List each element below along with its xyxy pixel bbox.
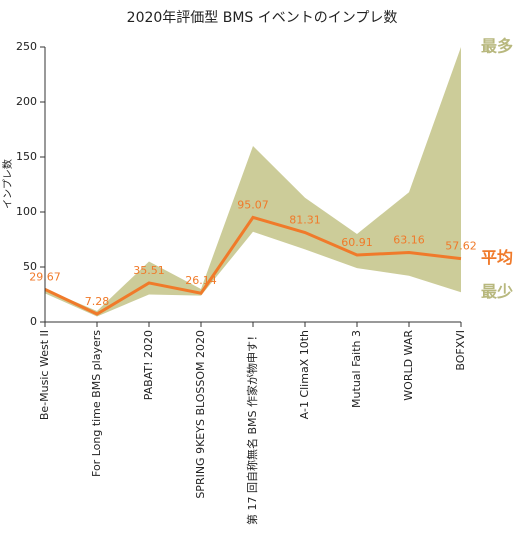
y-tick-label: 50	[23, 260, 37, 273]
y-tick-label: 0	[30, 315, 37, 328]
x-tick-label: For Long time BMS players	[90, 330, 103, 477]
x-tick-label: BOFXVI	[454, 330, 467, 371]
value-label: 81.31	[289, 214, 321, 227]
chart-title: 2020年評価型 BMS イベントのインプレ数	[127, 10, 398, 26]
x-tick-label: SPRING 9KEYS BLOSSOM 2020	[194, 330, 207, 499]
x-tick-label: A-1 ClimaX 10th	[298, 330, 311, 419]
x-tick-label: Mutual Faith 3	[350, 330, 363, 408]
series-label: 最多	[481, 37, 513, 56]
y-tick-label: 250	[16, 40, 37, 53]
x-tick-label: PABAT! 2020	[142, 330, 155, 400]
value-label: 26.14	[185, 274, 217, 287]
y-tick-label: 200	[16, 95, 37, 108]
y-tick-label: 100	[16, 205, 37, 218]
value-label: 95.07	[237, 198, 269, 211]
y-tick-label: 150	[16, 150, 37, 163]
y-axis-label: インプレ数	[1, 159, 14, 209]
series-label: 平均	[481, 248, 513, 267]
x-tick-label: Be-Music West II	[38, 330, 51, 420]
x-tick-label: WORLD WAR	[402, 330, 415, 401]
value-label: 57.62	[445, 240, 477, 253]
value-label: 7.28	[85, 295, 110, 308]
value-label: 63.16	[393, 234, 425, 247]
x-tick-label: 第 17 回自称無名 BMS 作家が物申す！	[245, 330, 259, 525]
series-label: 最少	[481, 282, 513, 301]
value-label: 60.91	[341, 236, 373, 249]
mean-line	[44, 215, 462, 316]
value-label: 35.51	[133, 264, 165, 277]
range-area	[45, 47, 461, 317]
